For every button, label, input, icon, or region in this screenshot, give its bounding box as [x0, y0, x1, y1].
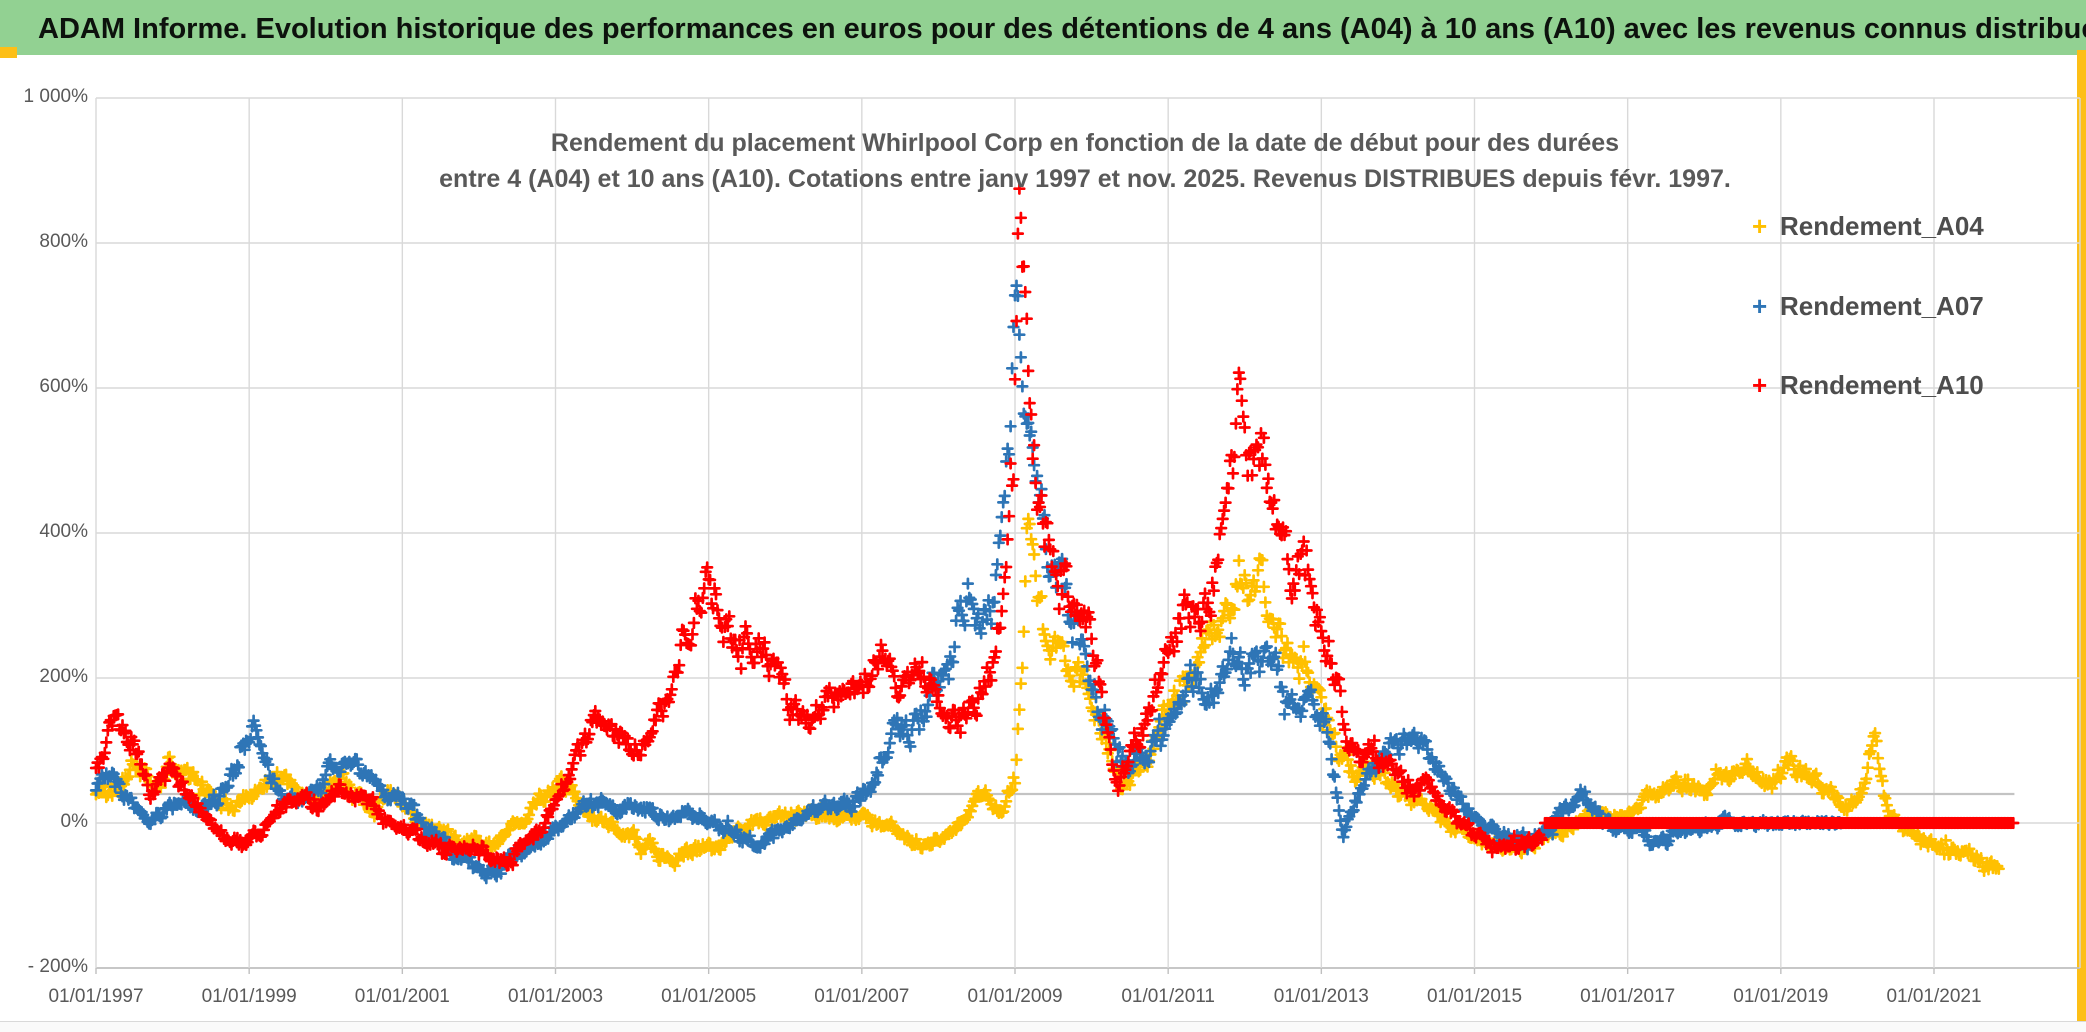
x-axis-label: 01/01/1999	[201, 986, 297, 1007]
chart-canvas-svg	[89, 97, 2081, 974]
bottom-strip	[0, 1021, 2086, 1032]
legend-item-rendement_a07[interactable]: + Rendement_A07	[1752, 289, 1984, 323]
x-axis-label: 01/01/2011	[1121, 986, 1215, 1007]
x-axis-label: 01/01/2021	[1886, 986, 1982, 1007]
gold-corner-accent	[0, 47, 17, 58]
chart-object[interactable]: Rendement du placement Whirlpool Corp en…	[0, 61, 2081, 1021]
x-axis-label: 01/01/2013	[1273, 986, 1369, 1007]
chart-title-line2: entre 4 (A04) et 10 ans (A10). Cotations…	[439, 165, 1731, 193]
chart-title-line1: Rendement du placement Whirlpool Corp en…	[550, 129, 1620, 157]
y-axis-label: 200%	[39, 666, 88, 687]
gold-right-border	[2077, 50, 2086, 1022]
x-axis-label: 01/01/2005	[661, 986, 757, 1007]
legend-label: Rendement_A10	[1780, 369, 1984, 400]
x-axis-label: 01/01/2017	[1580, 986, 1676, 1007]
y-axis-label: 800%	[39, 231, 88, 252]
y-axis-label: 0%	[60, 811, 88, 832]
legend-label: Rendement_A07	[1780, 290, 1984, 321]
x-axis-label: 01/01/2007	[814, 986, 910, 1007]
x-axis-label: 01/01/2019	[1733, 986, 1829, 1007]
header-title: ADAM Informe. Evolution historique des p…	[38, 13, 2086, 45]
plus-marker-icon: +	[1752, 369, 1768, 400]
plus-marker-icon: +	[1752, 290, 1768, 321]
legend-item-rendement_a10[interactable]: + Rendement_A10	[1752, 368, 1984, 402]
x-axis-label: 01/01/2003	[507, 986, 604, 1007]
x-axis-label: 01/01/2009	[967, 986, 1063, 1007]
y-axis-label: 600%	[39, 376, 88, 397]
plus-marker-icon: +	[1752, 210, 1768, 241]
x-axis-label: 01/01/1997	[48, 986, 144, 1007]
y-axis-label: - 200%	[27, 956, 88, 977]
legend-label: Rendement_A04	[1780, 210, 1984, 241]
y-axis-label: 1 000%	[23, 86, 88, 107]
series-rendement_a10[interactable]	[89, 182, 2020, 872]
x-axis-label: 01/01/2001	[354, 986, 450, 1007]
x-axis-label: 01/01/2015	[1426, 986, 1523, 1007]
header-banner: ADAM Informe. Evolution historique des p…	[0, 0, 2086, 58]
y-axis-label: 400%	[39, 521, 88, 542]
legend-item-rendement_a04[interactable]: + Rendement_A04	[1752, 209, 1984, 243]
